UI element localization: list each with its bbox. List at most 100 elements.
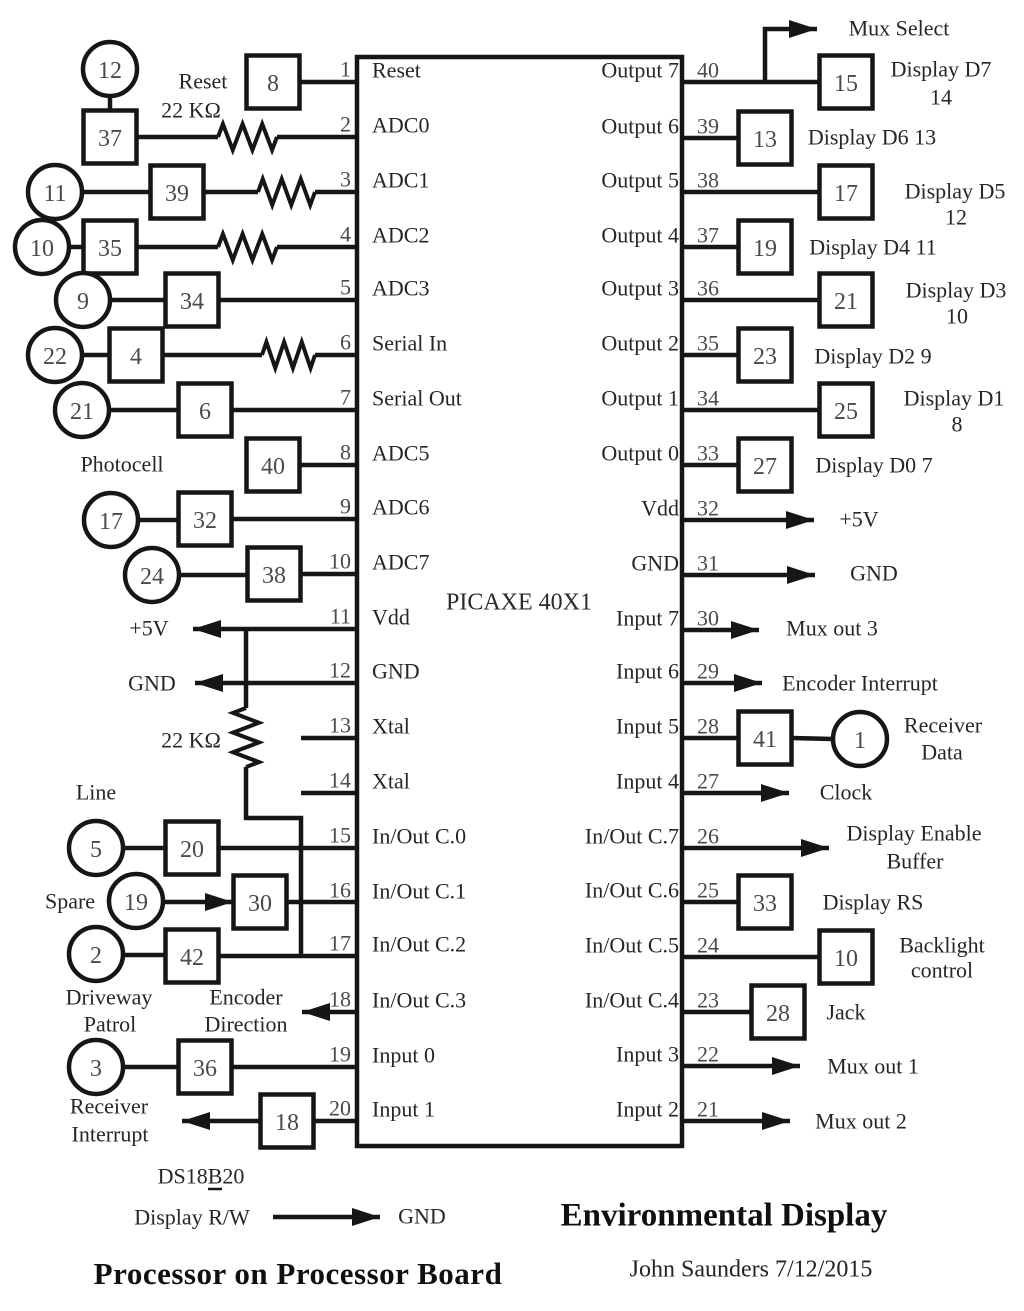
component-square-28	[749, 983, 807, 1041]
component-square-20	[163, 819, 221, 877]
component-circle-label-3: 3	[90, 1056, 102, 1082]
component-square-label-21: 21	[834, 289, 858, 315]
pin-left-11-number: 11	[330, 604, 351, 629]
component-square-label-39: 39	[165, 181, 189, 207]
pin-right-25-number: 25	[697, 878, 719, 903]
arrowhead-right	[787, 566, 815, 584]
label-reset: Reset	[179, 69, 228, 94]
component-square-23	[736, 326, 794, 384]
component-circle-label-2: 2	[90, 943, 102, 969]
label-display-d5-pin: 12	[945, 205, 967, 230]
pin-left-8-number: 8	[340, 440, 351, 465]
component-square-label-25: 25	[834, 399, 858, 425]
pin-left-6-label: Serial In	[372, 331, 447, 356]
pin-right-23-label: In/Out C.4	[585, 988, 679, 1013]
label-display-d6: Display D6 13	[808, 125, 936, 150]
arrowhead-right	[352, 1208, 380, 1226]
component-circle-21	[52, 380, 112, 440]
resistor	[256, 173, 317, 211]
component-circle-24	[122, 545, 182, 605]
label-receiver-interrupt-2: Interrupt	[72, 1122, 149, 1147]
label-gnd-bottom: GND	[398, 1204, 446, 1229]
pin-left-5-number: 5	[340, 275, 351, 300]
component-square-label-4: 4	[130, 344, 142, 370]
component-circle-12	[80, 39, 140, 99]
pin-right-37-number: 37	[697, 223, 719, 248]
pin-right-26-number: 26	[697, 824, 719, 849]
arrowhead-right	[761, 784, 789, 802]
pin-right-40-number: 40	[697, 58, 719, 83]
component-square-6	[176, 381, 234, 439]
component-square-17	[817, 163, 875, 221]
component-circle-label-9: 9	[77, 289, 89, 315]
component-square-15	[817, 53, 875, 111]
pin-left-11-label: Vdd	[372, 605, 410, 630]
pin-right-24-label: In/Out C.5	[585, 933, 679, 958]
component-circle-label-19: 19	[124, 890, 148, 916]
label-mux-out-2: Mux out 2	[815, 1109, 907, 1134]
component-square-label-23: 23	[753, 344, 777, 370]
component-square-label-40: 40	[261, 454, 285, 480]
component-square-label-20: 20	[180, 837, 204, 863]
pin-left-2-label: ADC0	[372, 113, 429, 138]
component-square-label-34: 34	[180, 289, 204, 315]
component-circle-2	[66, 924, 126, 984]
pin-left-15-label: In/Out C.0	[372, 824, 466, 849]
label-mux-out-1: Mux out 1	[827, 1054, 919, 1079]
component-circle-1	[830, 709, 890, 769]
component-square-25	[817, 381, 875, 439]
wire	[791, 735, 834, 742]
pin-right-32-number: 32	[697, 496, 719, 521]
pin-right-30-number: 30	[697, 606, 719, 631]
component-square-label-30: 30	[248, 891, 272, 917]
label-driveway: Driveway	[66, 985, 153, 1010]
pin-left-4-label: ADC2	[372, 223, 429, 248]
label-mux-out-3: Mux out 3	[786, 616, 878, 641]
arrowhead-right	[772, 1057, 800, 1075]
pin-right-40-label: Output 7	[601, 58, 679, 83]
pin-left-18-label: In/Out C.3	[372, 988, 466, 1013]
pin-right-22-label: Input 3	[616, 1042, 679, 1067]
component-circle-label-5: 5	[90, 837, 102, 863]
component-square-13	[736, 109, 794, 167]
component-circle-label-21: 21	[70, 399, 94, 425]
arrowhead-right	[731, 621, 759, 639]
arrowhead-right	[734, 674, 762, 692]
pin-right-30-label: Input 7	[616, 606, 679, 631]
pin-left-5-label: ADC3	[372, 276, 429, 301]
label-gnd-right: GND	[850, 561, 898, 586]
component-square-33	[736, 873, 794, 931]
component-circle-3	[66, 1037, 126, 1097]
pin-right-35-number: 35	[697, 331, 719, 356]
component-square-35	[81, 218, 139, 276]
pin-left-8-label: ADC5	[372, 441, 429, 466]
pin-right-21-number: 21	[697, 1097, 719, 1122]
component-square-label-32: 32	[193, 508, 217, 534]
label-plus5v-right: +5V	[839, 507, 878, 532]
pin-right-38-label: Output 5	[601, 168, 679, 193]
pin-left-9-number: 9	[340, 494, 351, 519]
pin-left-9-label: ADC6	[372, 495, 429, 520]
resistor	[216, 118, 279, 156]
component-square-label-17: 17	[834, 181, 858, 207]
component-square-label-35: 35	[98, 236, 122, 262]
component-circle-22	[25, 325, 85, 385]
pin-right-28-label: Input 5	[616, 714, 679, 739]
label-plus5v-left: +5V	[129, 616, 168, 641]
component-square-label-10: 10	[834, 946, 858, 972]
pin-left-3-number: 3	[340, 167, 351, 192]
pin-left-13-label: Xtal	[372, 714, 410, 739]
arrowhead-left	[182, 1112, 210, 1130]
label-pullup-resistor-value: 22 KΩ	[161, 728, 221, 753]
component-square-34	[163, 271, 221, 329]
label-display-enable-1: Display Enable	[846, 821, 981, 846]
label-receiver-data-2: Data	[921, 740, 963, 765]
pin-right-35-label: Output 2	[601, 331, 679, 356]
pin-right-36-number: 36	[697, 276, 719, 301]
pin-right-22-number: 22	[697, 1042, 719, 1067]
component-square-label-27: 27	[753, 454, 777, 480]
component-square-19	[736, 218, 794, 276]
arrowhead-right	[789, 20, 817, 38]
pin-left-3-label: ADC1	[372, 168, 429, 193]
component-square-39	[148, 163, 206, 221]
